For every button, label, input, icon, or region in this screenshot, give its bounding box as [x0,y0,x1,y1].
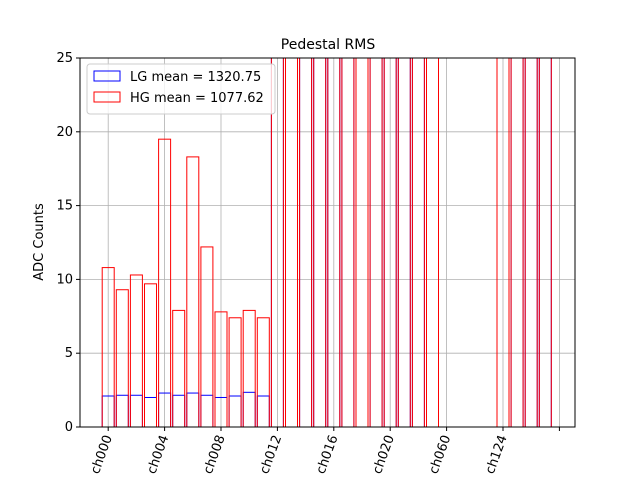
x-tick-label: ch004 [145,433,173,476]
plot-frame [79,57,576,428]
bar [129,394,143,427]
y-tick-label: 15 [56,199,73,214]
y-tick-label: 25 [56,51,73,66]
bar [341,58,355,427]
bar [186,156,200,427]
bar [341,58,355,427]
bar [313,58,327,427]
y-tick-label: 0 [65,420,73,435]
bar [524,58,538,427]
bar [144,283,157,427]
legend-frame [86,63,276,115]
bar [355,58,369,427]
x-tick-label: ch012 [257,433,285,476]
bar [256,395,270,427]
bar [369,58,383,427]
y-tick-label: 10 [56,272,73,287]
bar [115,394,129,427]
x-tick-label: ch020 [370,433,398,476]
bar [129,274,143,427]
bar [285,58,298,427]
bar [158,138,172,427]
bar [172,394,186,427]
bar [256,317,270,427]
axes: 0 5 10 15 20 25 ch000 ch004 ch008 ch012 ch016 ch020… [56,51,560,476]
bar [144,396,157,427]
bar [510,58,524,427]
bar [299,58,313,427]
bar [200,246,214,427]
bar [538,58,552,427]
bar [355,58,369,427]
bar [426,58,439,427]
y-tick-label: 5 [65,346,73,361]
bar [228,317,242,427]
bar [242,391,256,427]
bar [397,58,411,427]
bar [510,58,524,427]
bar [426,58,439,427]
x-tick-label: ch000 [88,433,116,476]
bar [200,394,214,427]
legend-swatch [93,70,121,82]
legend: LG mean = 1320.75 HG mean = 1077.62 [86,63,276,115]
bar [101,267,115,427]
bar [186,392,200,427]
bar [299,58,313,427]
bar [411,58,425,427]
x-tick-label: ch008 [201,433,229,476]
bar [369,58,383,427]
y-axis-label: ADC Counts [32,203,47,281]
legend-swatch [93,91,121,103]
legend-label: HG mean = 1077.62 [130,91,264,106]
bar [172,309,186,427]
bar [411,58,425,427]
bar [214,311,228,427]
chart-title: Pedestal RMS [281,37,376,53]
x-tick-label: ch060 [427,433,455,476]
x-tick-label: ch016 [314,433,342,476]
bar [313,58,327,427]
y-tick-label: 20 [56,125,73,140]
bar [524,58,538,427]
bar [285,58,298,427]
bar [242,309,256,427]
bar [228,395,242,427]
legend-label: LG mean = 1320.75 [130,70,261,85]
bar [538,58,552,427]
x-tick-label: ch124 [483,433,511,476]
bar [115,289,129,427]
bar [397,58,411,427]
